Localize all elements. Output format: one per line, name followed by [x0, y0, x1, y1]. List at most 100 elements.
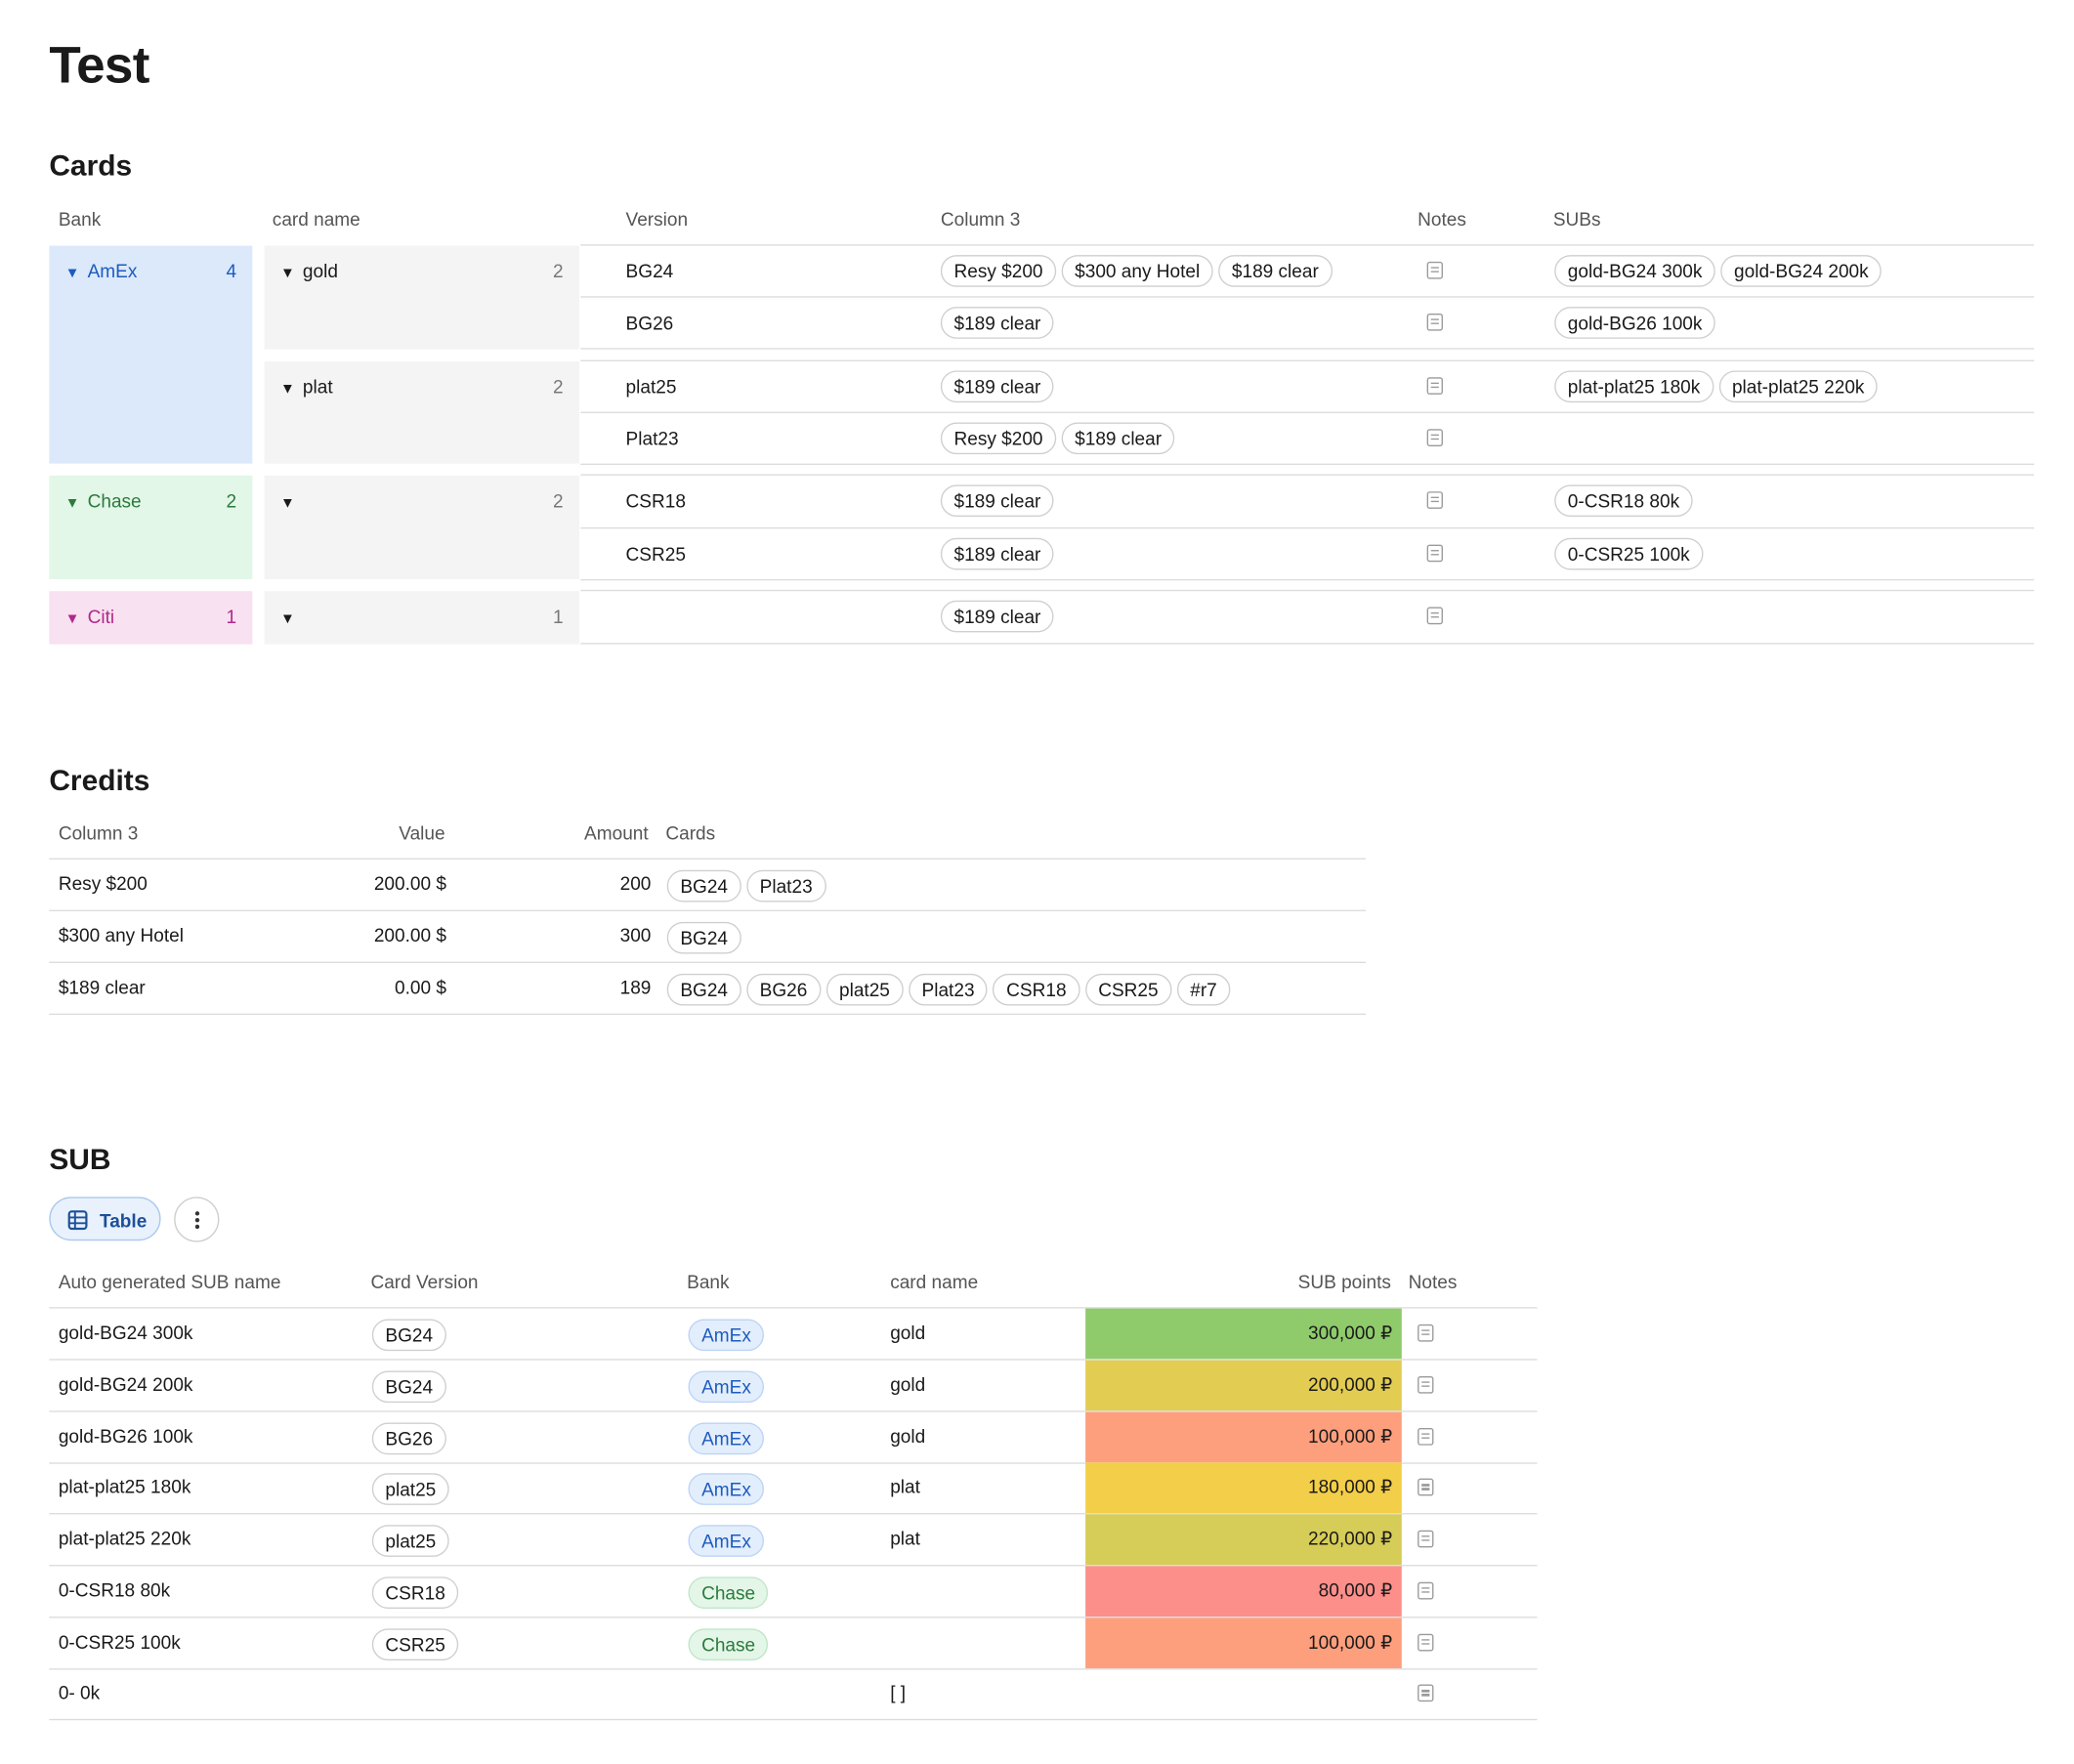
bank-tag[interactable]: AmEx — [688, 1473, 765, 1506]
credit-amount-cell: 300 — [619, 924, 652, 946]
bank-tag[interactable]: AmEx — [688, 1525, 765, 1557]
card-version-tag[interactable]: BG24 — [371, 1370, 446, 1403]
card-group-empty[interactable]: ▼ 2 — [264, 475, 579, 579]
col-header-card-name[interactable]: card name — [272, 208, 360, 231]
bank-group-citi[interactable]: ▼ Citi 1 — [49, 591, 253, 645]
credit-tag[interactable]: $189 clear — [940, 600, 1055, 633]
sub-tag[interactable]: gold-BG24 200k — [1720, 255, 1883, 287]
bank-tag[interactable]: Chase — [688, 1627, 769, 1660]
col-header-version[interactable]: Version — [625, 208, 689, 231]
sub-points-cell: 100,000 ₽ — [1308, 1424, 1393, 1447]
col-header-bank[interactable]: Bank — [58, 208, 102, 231]
bank-tag[interactable]: Chase — [688, 1575, 769, 1609]
page-title: Test — [49, 37, 149, 95]
credit-tag[interactable]: $189 clear — [940, 484, 1055, 518]
card-tag[interactable]: BG24 — [666, 973, 741, 1006]
sub-tag[interactable]: 0-CSR25 100k — [1554, 537, 1704, 570]
col-header-notes[interactable]: Notes — [1408, 1271, 1458, 1293]
version-cell: CSR18 — [625, 489, 686, 512]
col-header-sub-points[interactable]: SUB points — [1297, 1271, 1391, 1293]
credit-tag[interactable]: Resy $200 — [940, 255, 1057, 287]
card-tag[interactable]: CSR18 — [993, 973, 1080, 1006]
collapse-triangle-icon[interactable]: ▼ — [279, 610, 295, 627]
sub-tag[interactable]: 0-CSR18 80k — [1554, 484, 1693, 518]
col-header-sub-name[interactable]: Auto generated SUB name — [58, 1271, 281, 1293]
credit-tag[interactable]: $189 clear — [940, 307, 1055, 339]
credit-tags: $189 clear — [940, 370, 1060, 403]
credit-tags: $189 clear — [940, 537, 1060, 570]
table-view-button[interactable]: Table — [49, 1197, 161, 1241]
card-tag[interactable]: BG24 — [666, 921, 741, 954]
notes-icon[interactable] — [1418, 1323, 1434, 1342]
notes-icon[interactable] — [1418, 1633, 1434, 1651]
notes-icon[interactable] — [1426, 544, 1443, 563]
col-header-card-name[interactable]: card name — [890, 1271, 979, 1293]
notes-icon[interactable] — [1418, 1581, 1434, 1600]
bank-group-amex[interactable]: ▼ AmEx 4 — [49, 245, 253, 464]
more-options-button[interactable] — [174, 1197, 220, 1242]
col-header-bank[interactable]: Bank — [687, 1271, 730, 1293]
credit-tag[interactable]: $189 clear — [1061, 422, 1175, 455]
bank-name: AmEx — [87, 260, 138, 282]
collapse-triangle-icon[interactable]: ▼ — [64, 495, 80, 512]
sub-name-cell: gold-BG24 200k — [58, 1372, 193, 1395]
collapse-triangle-icon[interactable]: ▼ — [279, 495, 295, 512]
card-group-gold[interactable]: ▼ gold 2 — [264, 245, 579, 350]
bank-group-chase[interactable]: ▼ Chase 2 — [49, 475, 253, 579]
notes-icon[interactable] — [1418, 1427, 1434, 1445]
bank-tag[interactable]: AmEx — [688, 1421, 765, 1454]
col-header-notes[interactable]: Notes — [1418, 208, 1466, 231]
card-tag[interactable]: CSR25 — [1084, 973, 1172, 1006]
bank-tag[interactable]: AmEx — [688, 1319, 765, 1352]
card-tags: BG24 Plat23 — [666, 869, 831, 903]
sub-tag[interactable]: plat-plat25 180k — [1554, 370, 1714, 403]
card-group-plat[interactable]: ▼ plat 2 — [264, 360, 579, 464]
collapse-triangle-icon[interactable]: ▼ — [64, 266, 80, 282]
bank-tag[interactable]: AmEx — [688, 1370, 765, 1403]
credit-tag[interactable]: Resy $200 — [940, 422, 1057, 455]
col-header-value[interactable]: Value — [399, 821, 445, 844]
card-tag[interactable]: plat25 — [825, 973, 904, 1006]
card-tag[interactable]: BG24 — [666, 869, 741, 903]
notes-icon[interactable] — [1418, 1684, 1434, 1702]
notes-icon[interactable] — [1426, 261, 1443, 279]
card-group-empty[interactable]: ▼ 1 — [264, 591, 579, 645]
col-header-column-3[interactable]: Column 3 — [58, 821, 139, 844]
collapse-triangle-icon[interactable]: ▼ — [279, 266, 295, 282]
credit-tags: $189 clear — [940, 484, 1060, 518]
card-tag[interactable]: BG26 — [746, 973, 821, 1006]
notes-icon[interactable] — [1426, 313, 1443, 331]
card-tags: BG24 — [666, 921, 746, 954]
col-header-amount[interactable]: Amount — [584, 821, 649, 844]
sub-tag[interactable]: gold-BG26 100k — [1554, 307, 1716, 339]
collapse-triangle-icon[interactable]: ▼ — [64, 610, 80, 627]
card-version-tag[interactable]: plat25 — [371, 1525, 449, 1557]
card-tag[interactable]: #r7 — [1176, 973, 1231, 1006]
sub-tag[interactable]: gold-BG24 300k — [1554, 255, 1716, 287]
credit-tag[interactable]: $300 any Hotel — [1061, 255, 1213, 287]
notes-icon[interactable] — [1426, 377, 1443, 395]
card-version-tag[interactable]: BG26 — [371, 1421, 446, 1454]
credit-tag[interactable]: $189 clear — [1218, 255, 1333, 287]
card-version-tag[interactable]: CSR25 — [371, 1627, 459, 1660]
col-header-card-version[interactable]: Card Version — [370, 1271, 479, 1293]
col-header-cards[interactable]: Cards — [665, 821, 716, 844]
collapse-triangle-icon[interactable]: ▼ — [279, 381, 295, 398]
notes-icon[interactable] — [1418, 1375, 1434, 1394]
notes-icon[interactable] — [1418, 1530, 1434, 1548]
card-tag[interactable]: Plat23 — [746, 869, 826, 903]
sub-tag[interactable]: plat-plat25 220k — [1718, 370, 1879, 403]
notes-icon[interactable] — [1426, 429, 1443, 446]
notes-icon[interactable] — [1418, 1479, 1434, 1496]
card-version-tag[interactable]: BG24 — [371, 1319, 446, 1352]
col-header-column-3[interactable]: Column 3 — [940, 208, 1021, 231]
notes-icon[interactable] — [1426, 607, 1443, 625]
card-version-tag[interactable]: CSR18 — [371, 1575, 459, 1609]
card-version-tag[interactable]: plat25 — [371, 1473, 449, 1506]
credit-tag[interactable]: $189 clear — [940, 537, 1055, 570]
notes-icon[interactable] — [1426, 491, 1443, 509]
card-tag[interactable]: Plat23 — [908, 973, 989, 1006]
col-header-subs[interactable]: SUBs — [1552, 208, 1601, 231]
credit-tag[interactable]: $189 clear — [940, 370, 1055, 403]
credit-name-cell: $300 any Hotel — [58, 924, 184, 946]
